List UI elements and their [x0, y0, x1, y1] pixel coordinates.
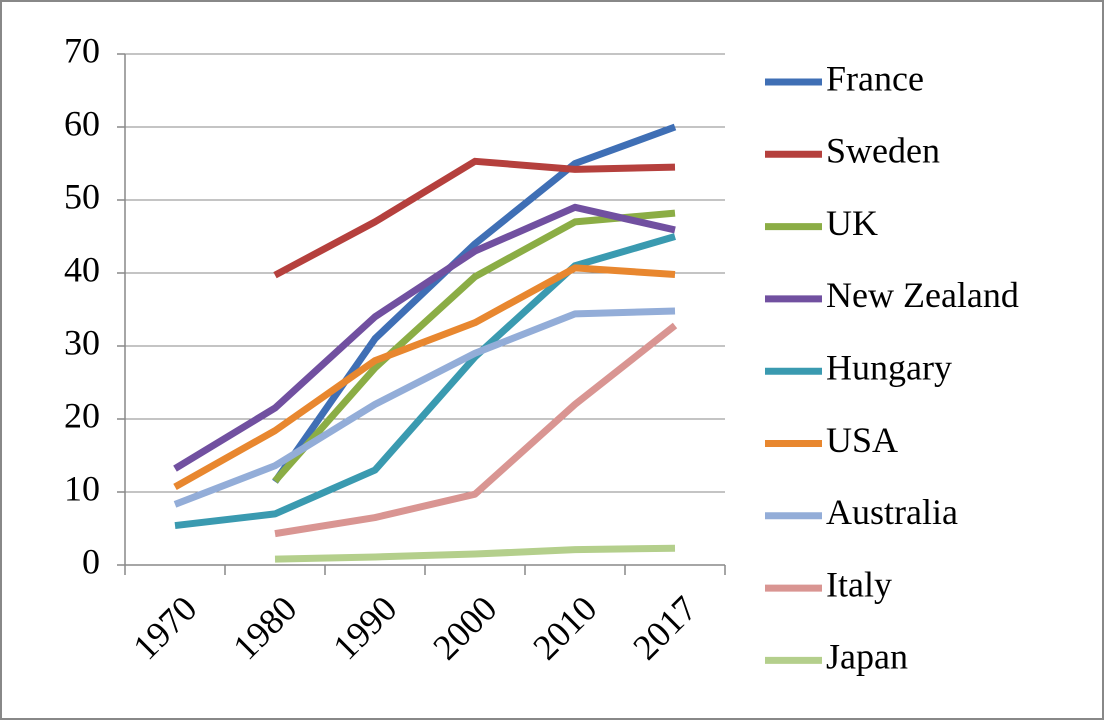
- y-tick-label: 0: [82, 541, 100, 581]
- y-tick-label: 50: [64, 176, 100, 216]
- y-tick-label: 20: [64, 395, 100, 435]
- legend-label: Sweden: [826, 131, 940, 171]
- y-tick-label: 70: [64, 30, 100, 70]
- y-tick-label: 40: [64, 249, 100, 289]
- y-tick-label: 30: [64, 322, 100, 362]
- series-line: [173, 264, 676, 490]
- series-line: [274, 322, 678, 538]
- series-line: [272, 209, 676, 484]
- legend-label: UK: [826, 203, 878, 243]
- legend-label: USA: [826, 420, 898, 460]
- legend-label: Italy: [826, 564, 892, 604]
- series-line: [273, 157, 676, 279]
- legend-label: France: [826, 58, 924, 98]
- series-line: [173, 203, 676, 472]
- legend-label: Japan: [826, 637, 908, 677]
- series-line: [174, 233, 676, 530]
- legend-label: Australia: [826, 492, 958, 532]
- series-line: [173, 307, 676, 508]
- legend-label: New Zealand: [826, 275, 1019, 315]
- y-tick-label: 10: [64, 468, 100, 508]
- legend-label: Hungary: [826, 347, 952, 387]
- y-tick-label: 60: [64, 103, 100, 143]
- series-line: [274, 544, 676, 563]
